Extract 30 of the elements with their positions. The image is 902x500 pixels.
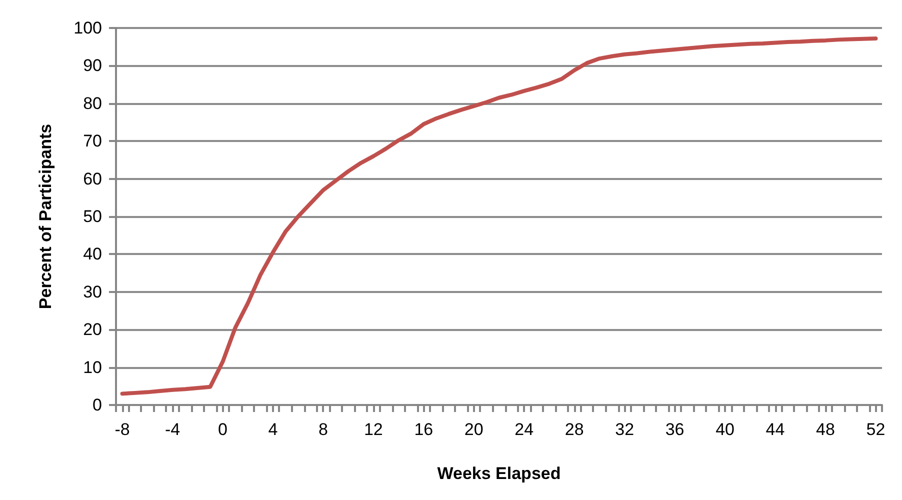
y-axis-title: Percent of Participants [36, 124, 55, 310]
x-tick-label: 24 [514, 420, 534, 439]
x-axis-title: Weeks Elapsed [437, 464, 561, 483]
x-tick-label: -4 [164, 420, 180, 439]
x-tick-label: 36 [665, 420, 684, 439]
x-tick-label: 8 [318, 420, 328, 439]
y-tick-label: 80 [83, 94, 102, 113]
y-tick-label: 100 [74, 18, 102, 38]
y-tick-label: 60 [83, 169, 102, 188]
x-tick-label: 32 [615, 420, 634, 439]
y-tick-label: 30 [83, 282, 102, 302]
x-tick-label: 28 [564, 420, 584, 439]
y-tick-label: 50 [83, 207, 102, 226]
y-tick-label: 90 [83, 56, 102, 76]
x-tick-label: -8 [114, 420, 130, 439]
x-tick-label: 16 [414, 420, 434, 439]
x-tick-label: 20 [464, 420, 484, 439]
x-tick-label: 52 [866, 420, 886, 439]
y-tick-label: 70 [83, 132, 102, 151]
x-tick-label: 44 [766, 420, 785, 439]
x-tick-label: 0 [218, 420, 228, 439]
x-tick-label: 12 [364, 420, 383, 439]
y-tick-label: 20 [83, 320, 102, 340]
x-tick-label: 48 [816, 420, 835, 439]
y-tick-label: 10 [83, 358, 102, 377]
x-tick-label: 4 [268, 420, 278, 439]
y-tick-label: 0 [92, 396, 102, 414]
line-series [120, 36, 878, 396]
y-tick-label: 40 [83, 244, 102, 264]
x-tick-label: 40 [716, 420, 734, 439]
